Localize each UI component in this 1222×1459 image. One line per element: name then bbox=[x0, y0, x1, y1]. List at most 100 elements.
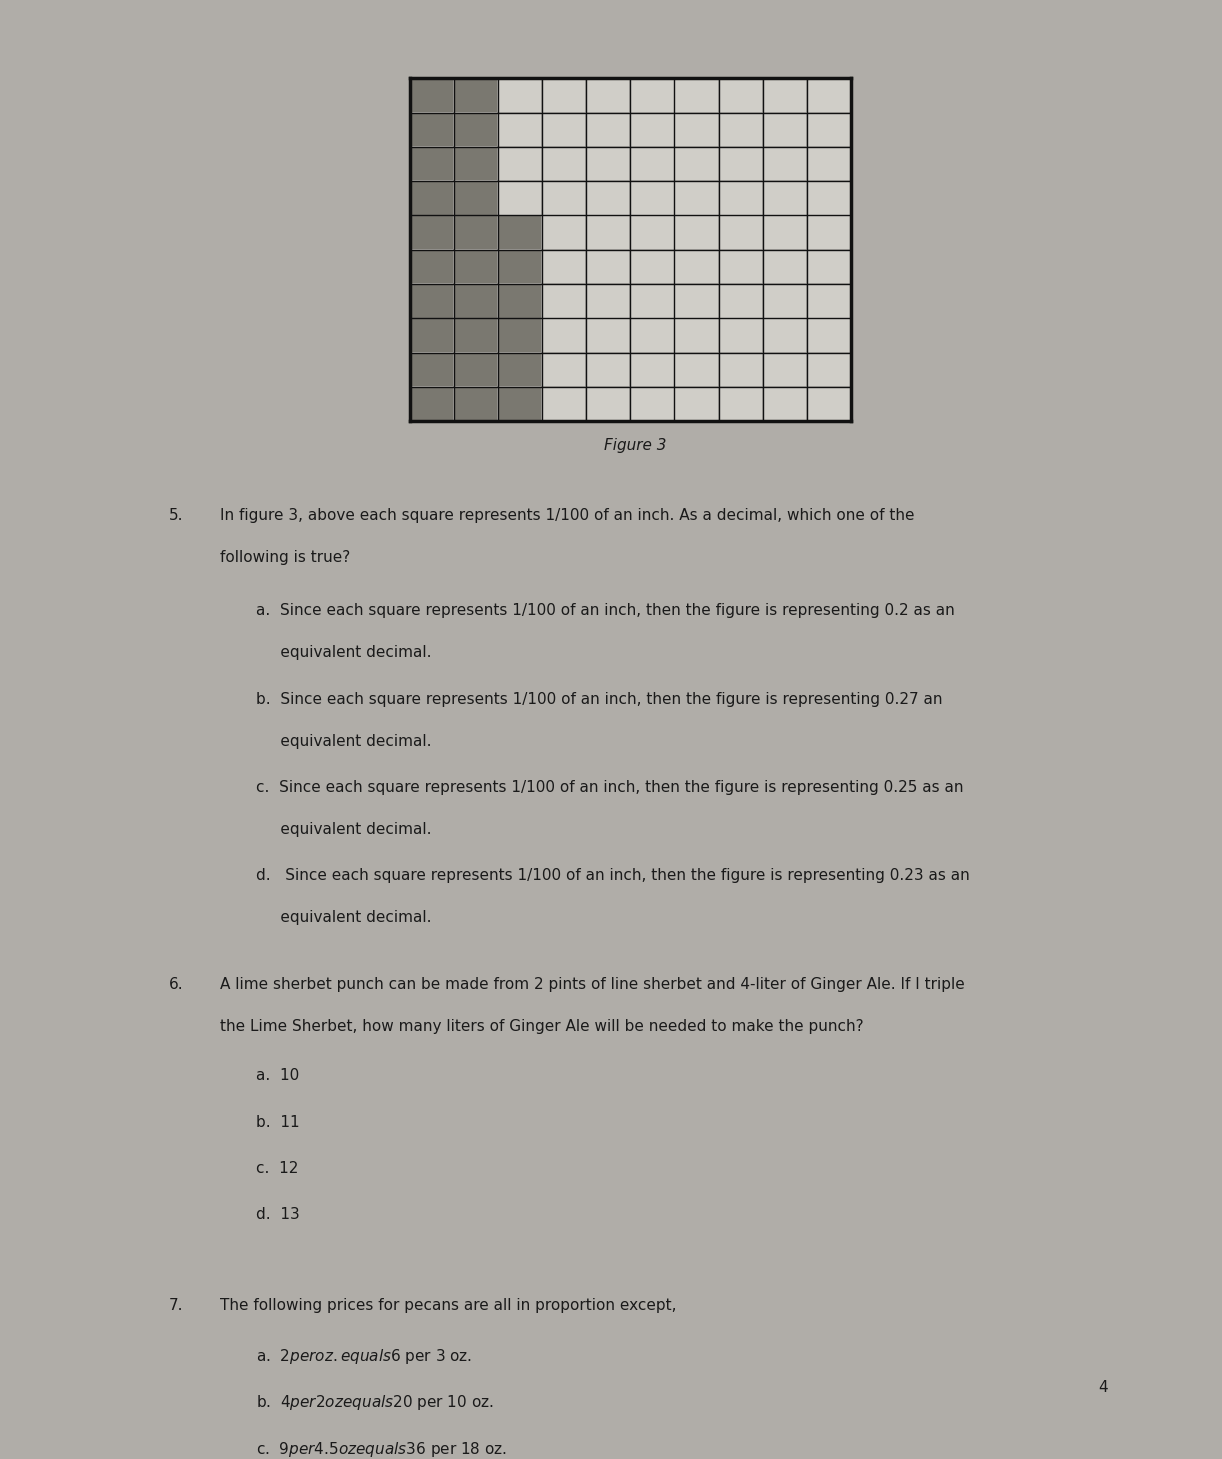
Bar bbox=[720, 285, 761, 318]
Bar bbox=[455, 182, 497, 214]
Bar bbox=[764, 79, 807, 112]
Bar bbox=[676, 388, 717, 420]
Bar bbox=[631, 285, 673, 318]
Bar bbox=[808, 114, 851, 146]
Bar bbox=[808, 285, 851, 318]
Bar bbox=[676, 216, 717, 249]
Bar bbox=[455, 353, 497, 387]
Text: a.  Since each square represents 1/100 of an inch, then the figure is representi: a. Since each square represents 1/100 of… bbox=[255, 604, 954, 619]
Bar bbox=[631, 147, 673, 181]
Bar bbox=[543, 285, 585, 318]
Bar bbox=[631, 79, 673, 112]
Bar bbox=[455, 388, 497, 420]
Bar bbox=[808, 147, 851, 181]
Bar bbox=[587, 216, 629, 249]
Bar bbox=[587, 251, 629, 283]
Bar bbox=[411, 251, 453, 283]
Bar bbox=[455, 251, 497, 283]
Bar bbox=[411, 388, 453, 420]
Bar bbox=[455, 79, 497, 112]
Bar bbox=[587, 320, 629, 352]
Bar bbox=[764, 147, 807, 181]
Bar bbox=[499, 114, 541, 146]
Text: a.  $2 per oz. equals $6 per 3 oz.: a. $2 per oz. equals $6 per 3 oz. bbox=[255, 1347, 472, 1366]
Bar bbox=[455, 320, 497, 352]
Text: b.  $4 per 2 oz equals $20 per 10 oz.: b. $4 per 2 oz equals $20 per 10 oz. bbox=[255, 1393, 494, 1412]
Bar bbox=[543, 251, 585, 283]
Bar bbox=[676, 182, 717, 214]
Bar bbox=[764, 320, 807, 352]
Bar bbox=[411, 114, 453, 146]
Text: a.  10: a. 10 bbox=[255, 1068, 299, 1084]
Bar bbox=[587, 285, 629, 318]
Bar bbox=[808, 320, 851, 352]
Text: A lime sherbet punch can be made from 2 pints of line sherbet and 4-liter of Gin: A lime sherbet punch can be made from 2 … bbox=[220, 978, 964, 992]
Text: the Lime Sherbet, how many liters of Ginger Ale will be needed to make the punch: the Lime Sherbet, how many liters of Gin… bbox=[220, 1020, 863, 1034]
Bar bbox=[676, 353, 717, 387]
Bar bbox=[499, 285, 541, 318]
Bar bbox=[411, 79, 453, 112]
Bar bbox=[676, 320, 717, 352]
Text: equivalent decimal.: equivalent decimal. bbox=[255, 645, 431, 661]
Bar bbox=[543, 147, 585, 181]
Bar bbox=[720, 79, 761, 112]
Bar bbox=[499, 182, 541, 214]
Bar bbox=[764, 114, 807, 146]
Bar bbox=[411, 285, 453, 318]
Bar bbox=[676, 251, 717, 283]
Bar bbox=[720, 388, 761, 420]
Bar bbox=[764, 388, 807, 420]
Bar bbox=[764, 182, 807, 214]
Text: b.  11: b. 11 bbox=[255, 1115, 299, 1129]
Text: Figure 3: Figure 3 bbox=[604, 438, 667, 454]
Bar bbox=[455, 147, 497, 181]
Bar bbox=[631, 353, 673, 387]
Bar bbox=[764, 251, 807, 283]
Text: d.  13: d. 13 bbox=[255, 1207, 299, 1223]
Bar bbox=[499, 388, 541, 420]
Bar bbox=[411, 216, 453, 249]
Bar bbox=[631, 182, 673, 214]
Bar bbox=[455, 114, 497, 146]
Bar bbox=[543, 353, 585, 387]
Bar bbox=[808, 353, 851, 387]
Bar bbox=[587, 114, 629, 146]
Bar bbox=[764, 285, 807, 318]
Bar bbox=[499, 320, 541, 352]
Text: c.  12: c. 12 bbox=[255, 1161, 298, 1176]
Bar bbox=[543, 114, 585, 146]
Text: following is true?: following is true? bbox=[220, 550, 349, 565]
Bar bbox=[499, 251, 541, 283]
Bar bbox=[676, 147, 717, 181]
Text: c.  Since each square represents 1/100 of an inch, then the figure is representi: c. Since each square represents 1/100 of… bbox=[255, 781, 963, 795]
Text: c.  $9 per 4.5 oz equals $36 per 18 oz.: c. $9 per 4.5 oz equals $36 per 18 oz. bbox=[255, 1440, 507, 1459]
Bar bbox=[543, 320, 585, 352]
Bar bbox=[631, 320, 673, 352]
Bar bbox=[676, 114, 717, 146]
Bar bbox=[587, 353, 629, 387]
Bar bbox=[676, 79, 717, 112]
Bar bbox=[411, 182, 453, 214]
Bar bbox=[499, 147, 541, 181]
Bar bbox=[720, 353, 761, 387]
Text: b.  Since each square represents 1/100 of an inch, then the figure is representi: b. Since each square represents 1/100 of… bbox=[255, 692, 942, 706]
Bar bbox=[543, 79, 585, 112]
Bar bbox=[676, 285, 717, 318]
Bar bbox=[720, 251, 761, 283]
Bar bbox=[808, 251, 851, 283]
Bar bbox=[587, 79, 629, 112]
Text: 7.: 7. bbox=[169, 1299, 183, 1313]
Bar bbox=[631, 114, 673, 146]
Bar bbox=[720, 147, 761, 181]
Bar bbox=[499, 79, 541, 112]
Bar bbox=[587, 388, 629, 420]
Bar bbox=[720, 182, 761, 214]
Text: 4: 4 bbox=[1099, 1380, 1107, 1395]
Bar bbox=[808, 388, 851, 420]
Bar bbox=[587, 182, 629, 214]
Text: equivalent decimal.: equivalent decimal. bbox=[255, 821, 431, 837]
Bar bbox=[411, 320, 453, 352]
Bar bbox=[720, 216, 761, 249]
Bar bbox=[720, 320, 761, 352]
Text: 6.: 6. bbox=[169, 978, 183, 992]
